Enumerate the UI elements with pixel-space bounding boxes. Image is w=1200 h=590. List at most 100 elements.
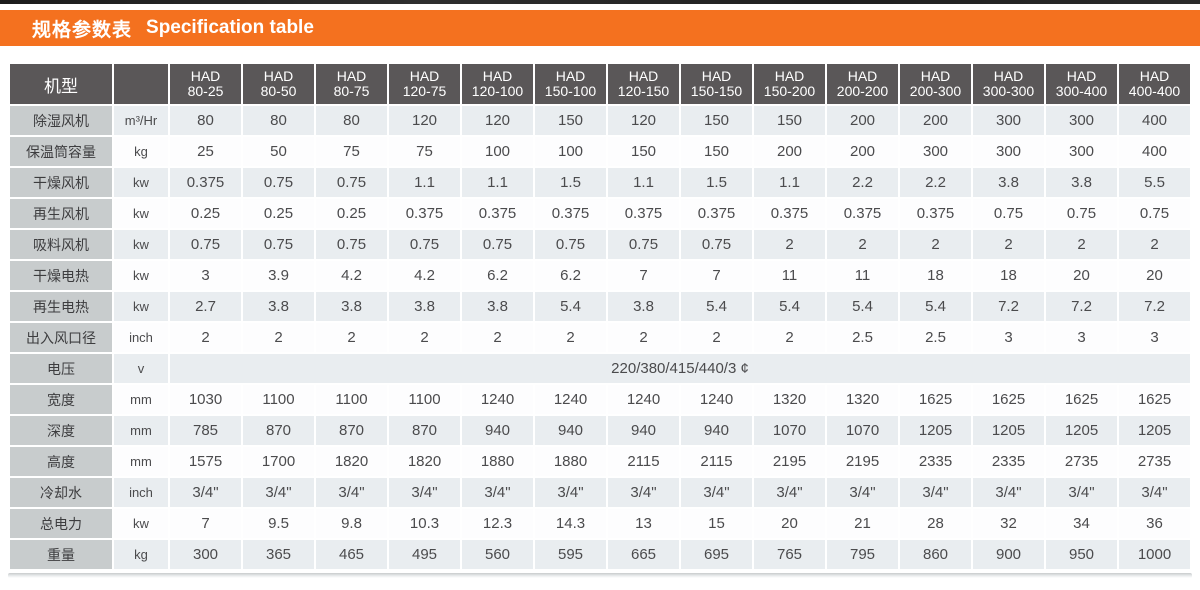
voltage-span-cell: 220/380/415/440/3 ¢	[170, 354, 1190, 383]
value-cell: 940	[462, 416, 533, 445]
corner-cell: 机型	[10, 64, 112, 104]
value-cell: 3	[1046, 323, 1117, 352]
section-title-chinese: 规格参数表	[32, 19, 133, 41]
value-cell: 100	[462, 137, 533, 166]
value-cell: 7	[170, 509, 241, 538]
value-cell: 150	[681, 106, 752, 135]
value-cell: 200	[900, 106, 971, 135]
spec-row: 干燥电热 kw 3 3.9 4.2 4.2 6.2 6.2 7 7 11 11 18 18 20 20	[10, 261, 1190, 290]
spec-row: 冷却水 inch 3/4" 3/4" 3/4" 3/4" 3/4" 3/4" 3/4" 3/4" 3…	[10, 478, 1190, 507]
value-cell: 1575	[170, 447, 241, 476]
value-cell: 300	[973, 106, 1044, 135]
value-cell: 870	[316, 416, 387, 445]
value-cell: 5.4	[827, 292, 898, 321]
value-cell: 1.1	[608, 168, 679, 197]
value-cell: 2735	[1046, 447, 1117, 476]
spec-row: 电压 v 220/380/415/440/3 ¢	[10, 354, 1190, 383]
value-cell: 2	[754, 230, 825, 259]
value-cell: 3.8	[973, 168, 1044, 197]
value-cell: 1240	[462, 385, 533, 414]
value-cell: 1625	[1046, 385, 1117, 414]
model-series-text: HAD	[263, 67, 294, 84]
unit-cell: kw	[114, 199, 168, 228]
value-cell: 0.75	[316, 168, 387, 197]
value-cell: 3	[1119, 323, 1190, 352]
value-cell: 940	[681, 416, 752, 445]
value-cell: 1.5	[681, 168, 752, 197]
value-cell: 13	[608, 509, 679, 538]
value-cell: 3/4"	[316, 478, 387, 507]
value-cell: 11	[754, 261, 825, 290]
value-cell: 28	[900, 509, 971, 538]
value-cell: 200	[827, 106, 898, 135]
value-cell: 2	[681, 323, 752, 352]
model-series-text: HAD	[1139, 67, 1170, 84]
value-cell: 0.25	[170, 199, 241, 228]
spec-row: 再生风机 kw 0.25 0.25 0.25 0.375 0.375 0.375 0.375 0.…	[10, 199, 1190, 228]
value-cell: 0.75	[462, 230, 533, 259]
value-cell: 940	[535, 416, 606, 445]
value-cell: 1880	[535, 447, 606, 476]
value-cell: 300	[170, 540, 241, 569]
value-cell: 1070	[827, 416, 898, 445]
unit-cell: kw	[114, 168, 168, 197]
spec-row: 总电力 kw 7 9.5 9.8 10.3 12.3 14.3 13 15 20 21 28 32 34 36	[10, 509, 1190, 538]
model-code-text: 400-400	[1128, 83, 1181, 99]
value-cell: 0.375	[827, 199, 898, 228]
model-series-text: HAD	[847, 67, 878, 84]
model-code-text: 150-200	[763, 83, 816, 99]
value-cell: 3/4"	[243, 478, 314, 507]
model-series-text: HAD	[482, 67, 513, 84]
value-cell: 5.4	[681, 292, 752, 321]
model-series-text: HAD	[409, 67, 440, 84]
value-cell: 2	[535, 323, 606, 352]
unit-cell: inch	[114, 323, 168, 352]
value-cell: 3/4"	[462, 478, 533, 507]
value-cell: 20	[1119, 261, 1190, 290]
spec-row: 高度 mm 1575 1700 1820 1820 1880 1880 2115 2115 2195…	[10, 447, 1190, 476]
value-cell: 7	[608, 261, 679, 290]
value-cell: 2195	[754, 447, 825, 476]
value-cell: 0.375	[900, 199, 971, 228]
value-cell: 1320	[827, 385, 898, 414]
value-cell: 870	[243, 416, 314, 445]
section-title-bar: 规格参数表 Specification table	[0, 10, 1200, 46]
model-header-cell: HAD 150-150	[681, 64, 752, 104]
unit-cell: kw	[114, 292, 168, 321]
value-cell: 2.2	[827, 168, 898, 197]
spec-row: 吸料风机 kw 0.75 0.75 0.75 0.75 0.75 0.75 0.75 0.75 2 2…	[10, 230, 1190, 259]
model-series-text: HAD	[190, 67, 221, 84]
spec-row: 深度 mm 785 870 870 870 940 940 940 940 1070 1070 1205…	[10, 416, 1190, 445]
unit-cell: kg	[114, 137, 168, 166]
value-cell: 10.3	[389, 509, 460, 538]
model-code-text: 200-300	[909, 83, 962, 99]
value-cell: 950	[1046, 540, 1117, 569]
value-cell: 80	[316, 106, 387, 135]
value-cell: 80	[170, 106, 241, 135]
row-label-cell: 干燥电热	[10, 261, 112, 290]
value-cell: 860	[900, 540, 971, 569]
value-cell: 2335	[973, 447, 1044, 476]
value-cell: 5.4	[900, 292, 971, 321]
value-cell: 150	[754, 106, 825, 135]
spec-table-head: 机型 HAD 80-25 HAD 80-50 HAD 80-75 HAD 120-75 HAD 12…	[10, 64, 1190, 104]
value-cell: 2.7	[170, 292, 241, 321]
model-code-text: 300-400	[1055, 83, 1108, 99]
value-cell: 2	[170, 323, 241, 352]
value-cell: 365	[243, 540, 314, 569]
model-code-text: 80-75	[333, 83, 370, 99]
value-cell: 795	[827, 540, 898, 569]
unit-cell: kw	[114, 509, 168, 538]
value-cell: 120	[389, 106, 460, 135]
value-cell: 3/4"	[973, 478, 1044, 507]
value-cell: 560	[462, 540, 533, 569]
value-cell: 12.3	[462, 509, 533, 538]
value-cell: 0.75	[681, 230, 752, 259]
value-cell: 0.75	[608, 230, 679, 259]
value-cell: 2	[243, 323, 314, 352]
value-cell: 14.3	[535, 509, 606, 538]
value-cell: 2	[389, 323, 460, 352]
value-cell: 0.25	[243, 199, 314, 228]
value-cell: 3/4"	[900, 478, 971, 507]
value-cell: 6.2	[535, 261, 606, 290]
